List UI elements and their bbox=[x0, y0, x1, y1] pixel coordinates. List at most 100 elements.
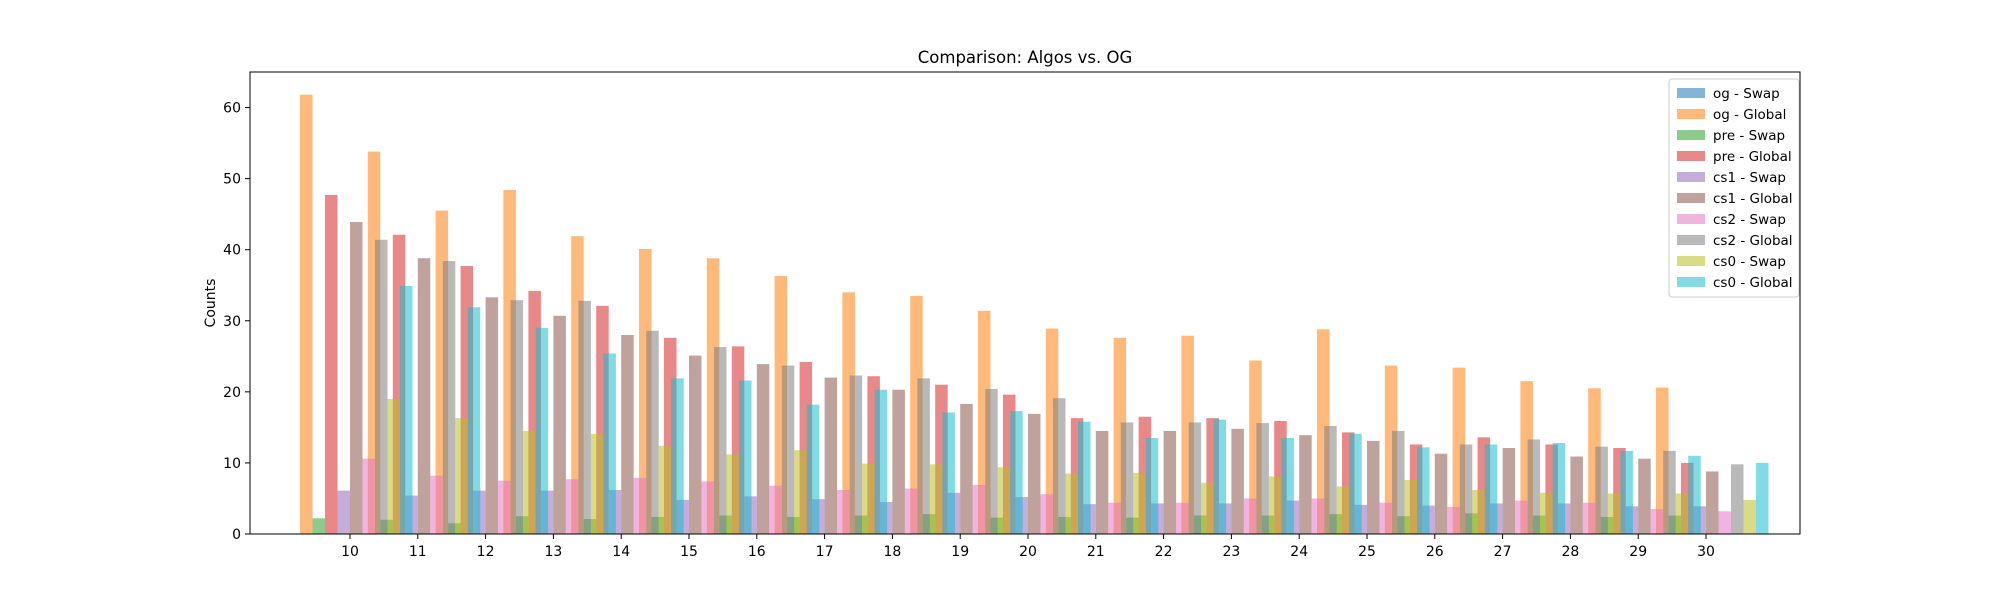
bar bbox=[701, 481, 714, 534]
bar bbox=[535, 327, 549, 534]
bar bbox=[1502, 448, 1516, 534]
bar bbox=[997, 467, 1011, 534]
bar bbox=[1447, 506, 1460, 534]
x-tick-label: 12 bbox=[477, 544, 495, 560]
legend-label: pre - Global bbox=[1713, 149, 1792, 165]
bar bbox=[1540, 492, 1553, 534]
bar bbox=[1570, 456, 1583, 534]
bar bbox=[1595, 446, 1608, 534]
bar bbox=[714, 347, 727, 534]
x-tick-label: 26 bbox=[1426, 544, 1444, 560]
legend-label: cs2 - Global bbox=[1713, 233, 1793, 249]
bar bbox=[1231, 428, 1244, 534]
bar bbox=[1268, 476, 1282, 534]
bar bbox=[485, 297, 499, 534]
bar bbox=[1053, 398, 1066, 534]
bar bbox=[1040, 494, 1053, 534]
x-tick-label: 19 bbox=[951, 544, 969, 560]
bar bbox=[565, 479, 579, 534]
bar bbox=[726, 454, 739, 534]
bar bbox=[1650, 509, 1664, 534]
legend-label: cs2 - Swap bbox=[1713, 212, 1786, 228]
bar bbox=[337, 490, 350, 534]
bar bbox=[1010, 411, 1023, 534]
x-tick-label: 28 bbox=[1561, 544, 1579, 560]
bar bbox=[806, 404, 820, 534]
bar bbox=[1256, 423, 1269, 534]
bar bbox=[849, 375, 863, 534]
bar bbox=[467, 307, 481, 534]
bar bbox=[874, 389, 888, 534]
bar bbox=[1638, 458, 1651, 534]
x-tick-label: 24 bbox=[1290, 544, 1308, 560]
legend-swatch bbox=[1677, 88, 1705, 98]
bar bbox=[1336, 486, 1350, 534]
bar bbox=[1472, 489, 1485, 534]
bar bbox=[942, 412, 955, 534]
y-tick-label: 0 bbox=[232, 527, 241, 543]
chart-title: Comparison: Algos vs. OG bbox=[918, 48, 1133, 67]
bar bbox=[781, 365, 795, 534]
bar bbox=[1163, 430, 1177, 534]
x-tick-label: 15 bbox=[680, 544, 698, 560]
bar bbox=[510, 300, 524, 534]
bar bbox=[523, 430, 536, 534]
y-axis-label: Counts bbox=[203, 279, 219, 328]
bar bbox=[985, 389, 998, 534]
bar bbox=[400, 285, 413, 534]
legend-swatch bbox=[1677, 109, 1705, 119]
bar bbox=[1201, 482, 1214, 534]
bar bbox=[769, 485, 782, 534]
bar bbox=[671, 378, 684, 534]
x-tick-label: 27 bbox=[1494, 544, 1512, 560]
bar bbox=[455, 418, 468, 534]
bar bbox=[1281, 438, 1294, 534]
bar bbox=[1404, 479, 1417, 534]
plot-frame bbox=[249, 71, 1801, 535]
bar bbox=[1515, 500, 1528, 534]
bar bbox=[960, 403, 973, 534]
x-tick-label: 29 bbox=[1629, 544, 1647, 560]
bar bbox=[1688, 455, 1701, 534]
bar bbox=[1311, 498, 1325, 534]
bar bbox=[892, 389, 905, 534]
legend-label: pre - Swap bbox=[1713, 128, 1785, 144]
bar bbox=[1145, 438, 1159, 534]
bar bbox=[1756, 462, 1769, 534]
bar bbox=[1108, 502, 1121, 534]
y-tick-label: 50 bbox=[223, 172, 241, 188]
bar bbox=[1743, 499, 1756, 534]
x-tick-label: 21 bbox=[1087, 544, 1105, 560]
bar bbox=[578, 300, 591, 534]
bar bbox=[1133, 472, 1146, 534]
bar bbox=[1176, 502, 1189, 534]
legend-label: cs1 - Global bbox=[1713, 191, 1793, 207]
bar bbox=[1675, 493, 1689, 534]
y-axis: 0 10 20 30 40 50 60 bbox=[223, 101, 250, 543]
legend-swatch bbox=[1677, 256, 1705, 266]
y-tick-label: 10 bbox=[223, 456, 241, 472]
bar bbox=[1607, 493, 1621, 534]
bar bbox=[917, 378, 930, 534]
legend-swatch bbox=[1677, 151, 1705, 161]
y-tick-label: 30 bbox=[223, 314, 241, 330]
legend-swatch bbox=[1677, 235, 1705, 245]
bar bbox=[1582, 502, 1596, 534]
bar bbox=[1095, 430, 1109, 534]
series-cs2-global bbox=[375, 239, 1744, 535]
bar bbox=[1379, 502, 1392, 534]
bar bbox=[1731, 464, 1744, 534]
bar bbox=[837, 489, 850, 534]
bar bbox=[1188, 422, 1202, 534]
x-tick-label: 20 bbox=[1019, 544, 1037, 560]
x-tick-label: 23 bbox=[1222, 544, 1240, 560]
x-tick-label: 25 bbox=[1358, 544, 1376, 560]
x-tick-label: 11 bbox=[409, 544, 427, 560]
x-axis: 10 11 12 13 14 15 16 17 18 19 20 21 22 23 24 25 26 27 28 29… bbox=[341, 534, 1715, 560]
x-tick-label: 18 bbox=[883, 544, 901, 560]
y-tick-label: 20 bbox=[223, 385, 241, 401]
legend-swatch bbox=[1677, 277, 1705, 287]
legend-swatch bbox=[1677, 172, 1705, 182]
y-tick-label: 40 bbox=[223, 243, 241, 259]
